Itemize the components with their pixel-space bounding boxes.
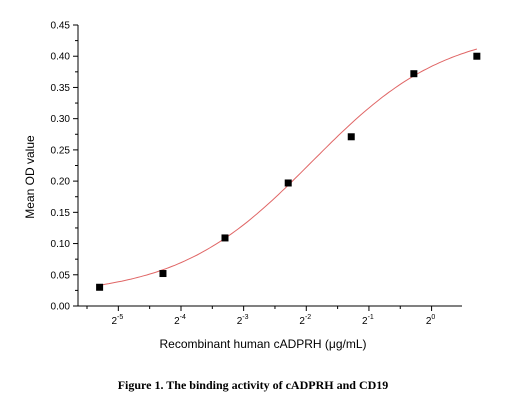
x-tick-label: 2-5 [111,314,123,327]
x-tick-label: 20 [426,314,436,327]
y-tick-label: 0.10 [51,239,71,250]
y-tick-label: 0.00 [51,302,71,313]
data-point [410,70,417,77]
y-tick-label: 0.20 [51,177,71,188]
x-tick-label: 2-3 [237,314,249,327]
y-tick-label: 0.30 [51,114,71,125]
data-point [285,179,292,186]
data-point [96,284,103,291]
y-tick-label: 0.05 [51,270,71,281]
y-tick-label: 0.15 [51,208,71,219]
data-point [348,133,355,140]
x-axis-title: Recombinant human cADPRH (μg/mL) [160,337,367,351]
x-tick-label: 2-1 [362,314,374,327]
data-point [221,234,228,241]
y-axis-title: Mean OD value [23,135,37,219]
y-tick-label: 0.35 [51,83,71,94]
y-tick-label: 0.40 [51,52,71,63]
x-tick-label: 2-2 [299,314,311,327]
figure-caption: Figure 1. The binding activity of cADPRH… [118,378,389,392]
plot-area: 0.00 0.05 0.10 0.15 0.20 0.25 0.30 0.35 0.40 0.45… [51,21,481,328]
x-tick-label: 2-4 [174,314,186,327]
fit-curve [100,49,477,285]
y-tick-label: 0.45 [51,21,71,32]
y-tick-label: 0.25 [51,145,71,156]
data-point [473,53,480,60]
data-point [159,270,166,277]
